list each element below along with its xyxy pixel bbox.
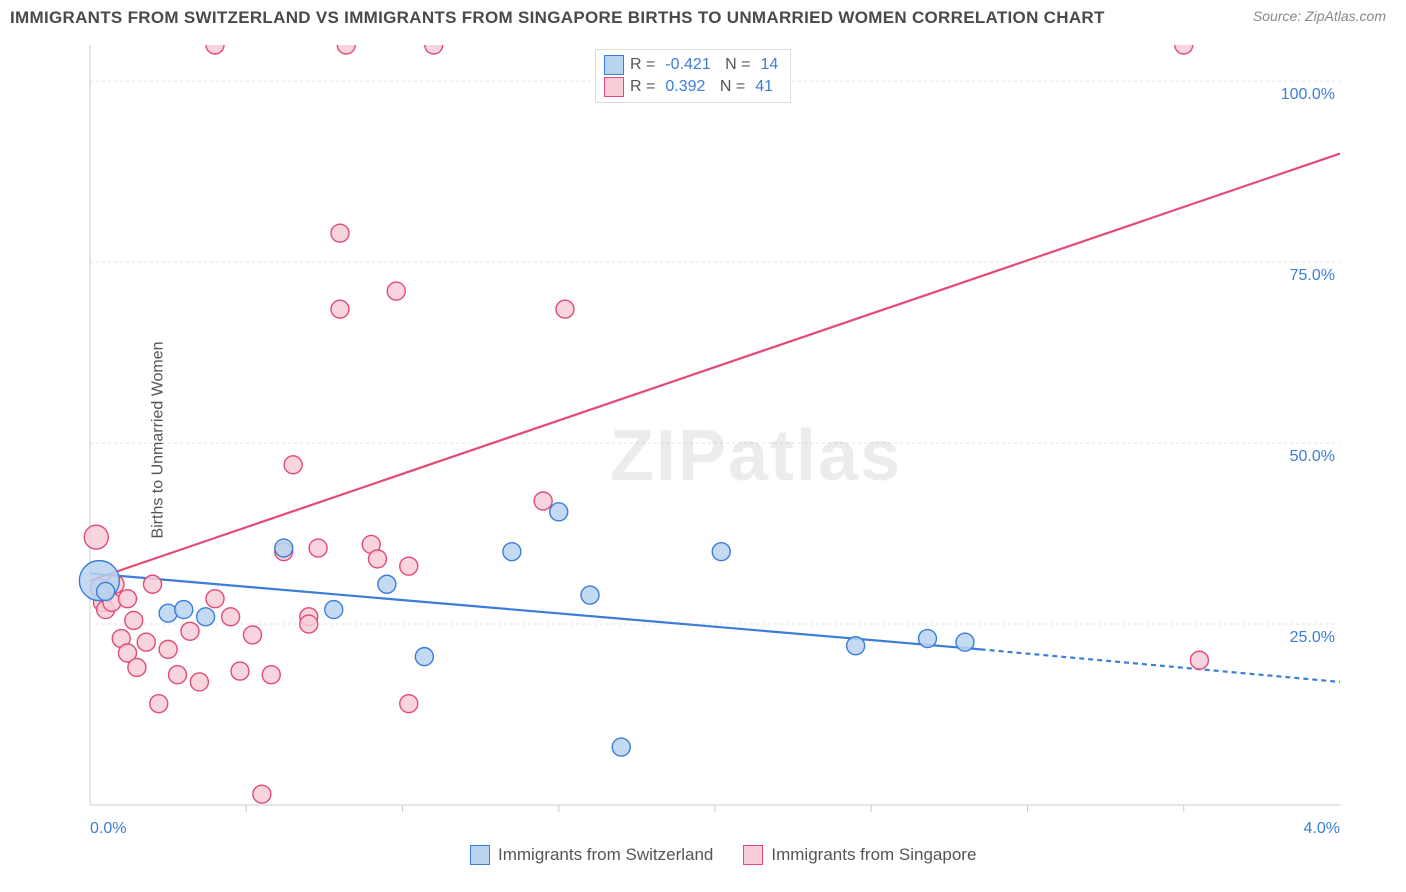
chart-container: Births to Unmarried Women 25.0% 50.0% 75.0… — [50, 45, 1340, 835]
stats-legend: R = -0.421 N = 14 R = 0.392 N = 41 — [595, 49, 791, 103]
header-bar: IMMIGRANTS FROM SWITZERLAND VS IMMIGRANT… — [0, 0, 1406, 32]
swatch-switzerland — [604, 55, 624, 75]
swatch-singapore — [604, 77, 624, 97]
stats-row-singapore: R = 0.392 N = 41 — [604, 76, 782, 98]
svg-text:100.0%: 100.0% — [1281, 86, 1335, 103]
stats-row-switzerland: R = -0.421 N = 14 — [604, 54, 782, 76]
chart-title: IMMIGRANTS FROM SWITZERLAND VS IMMIGRANT… — [10, 8, 1105, 28]
svg-text:4.0%: 4.0% — [1304, 820, 1340, 837]
r-value-switzerland: -0.421 — [661, 56, 714, 74]
n-label: N = — [721, 56, 751, 74]
n-label: N = — [715, 78, 745, 96]
r-value-singapore: 0.392 — [661, 78, 709, 96]
y-axis-label: Births to Unmarried Women — [150, 341, 168, 538]
legend-item-singapore: Immigrants from Singapore — [743, 845, 976, 865]
r-label: R = — [630, 56, 655, 74]
svg-text:50.0%: 50.0% — [1290, 448, 1335, 465]
r-label: R = — [630, 78, 655, 96]
legend-label-singapore: Immigrants from Singapore — [771, 845, 976, 865]
swatch-singapore — [743, 845, 763, 865]
n-value-switzerland: 14 — [757, 56, 783, 74]
swatch-switzerland — [470, 845, 490, 865]
scatter-chart: 25.0% 50.0% 75.0% 100.0% 0.0% 4.0% — [50, 45, 1340, 845]
legend-item-switzerland: Immigrants from Switzerland — [470, 845, 713, 865]
source-label: Source: ZipAtlas.com — [1253, 8, 1386, 24]
svg-text:25.0%: 25.0% — [1290, 629, 1335, 646]
svg-text:75.0%: 75.0% — [1290, 267, 1335, 284]
legend-label-switzerland: Immigrants from Switzerland — [498, 845, 713, 865]
series-legend: Immigrants from Switzerland Immigrants f… — [470, 845, 976, 865]
n-value-singapore: 41 — [751, 78, 777, 96]
svg-text:0.0%: 0.0% — [90, 820, 126, 837]
